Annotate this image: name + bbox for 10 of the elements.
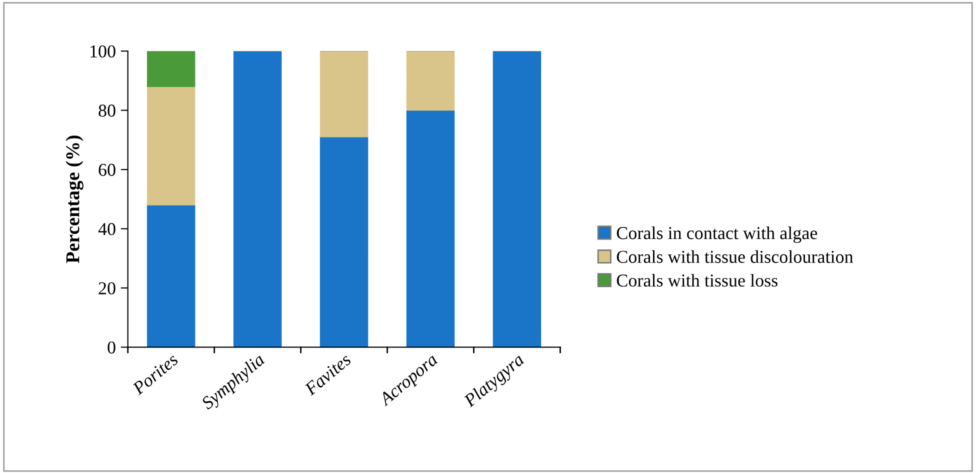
y-tick-label: 100 xyxy=(90,45,116,58)
legend-label: Corals with tissue loss xyxy=(616,274,778,287)
legend-label: Corals with tissue discolouration xyxy=(616,250,854,263)
y-axis-title: Percentage (%) xyxy=(66,136,84,264)
y-tick-label: 20 xyxy=(98,282,116,294)
legend-label: Corals in contact with algae xyxy=(616,226,818,243)
y-tick-label: 0 xyxy=(108,341,116,354)
y-tick-label: 60 xyxy=(98,164,116,176)
y-tick-label: 40 xyxy=(98,223,116,236)
y-tick-label: 80 xyxy=(98,104,116,117)
